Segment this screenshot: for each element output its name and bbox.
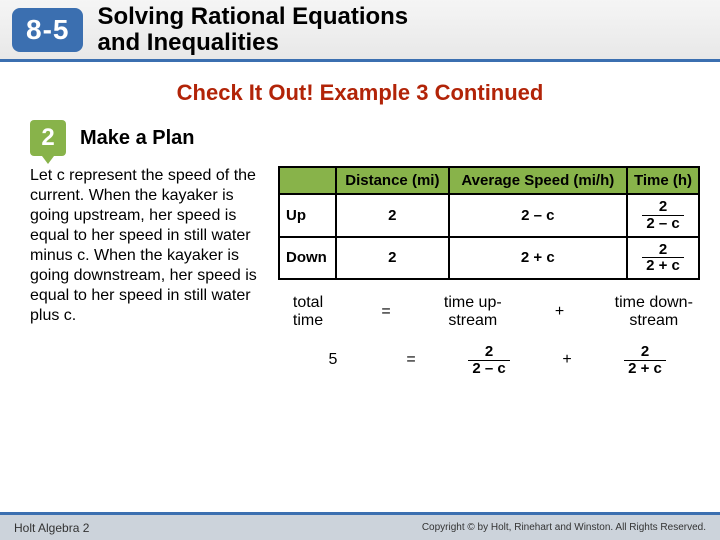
cell-dist: 2 xyxy=(336,237,449,280)
example-banner: Check It Out! Example 3 Continued xyxy=(0,80,720,106)
right-column: Distance (mi) Average Speed (mi/h) Time … xyxy=(278,166,700,377)
frac-num: 2 xyxy=(642,242,684,259)
footer-right: Copyright © by Holt, Rinehart and Winsto… xyxy=(422,522,706,533)
equals-sign: = xyxy=(356,303,416,321)
section-badge: 8-5 xyxy=(12,8,83,52)
row-label: Down xyxy=(279,237,336,280)
equation-words: total time = time up-stream + time down-… xyxy=(278,294,700,330)
eq-frac: 22 + c xyxy=(615,344,675,377)
header-bar: 8-5 Solving Rational Equations and Inequ… xyxy=(0,0,720,62)
step-label: Make a Plan xyxy=(80,127,195,150)
table-header-row: Distance (mi) Average Speed (mi/h) Time … xyxy=(279,167,699,194)
title-line2: and Inequalities xyxy=(97,29,278,56)
cell-dist: 2 xyxy=(336,194,449,237)
cell-speed: 2 – c xyxy=(449,194,627,237)
equation-numeric: 5 = 22 – c + 22 + c xyxy=(278,344,700,377)
frac-den: 2 + c xyxy=(642,258,684,274)
frac-den: 2 – c xyxy=(642,216,683,232)
frac-num: 2 xyxy=(624,344,666,361)
frac-num: 2 xyxy=(642,199,683,216)
page-title: Solving Rational Equations and Inequalit… xyxy=(97,4,408,54)
plus-sign: + xyxy=(537,351,597,369)
row-label: Up xyxy=(279,194,336,237)
cell-time: 22 + c xyxy=(627,237,699,280)
eq-term: time down-stream xyxy=(608,294,700,330)
th-time: Time (h) xyxy=(627,167,699,194)
footer: Holt Algebra 2 Copyright © by Holt, Rine… xyxy=(0,512,720,540)
th-blank xyxy=(279,167,336,194)
plus-sign: + xyxy=(530,303,590,321)
table-row: Down 2 2 + c 22 + c xyxy=(279,237,699,280)
th-speed: Average Speed (mi/h) xyxy=(449,167,627,194)
explanation-paragraph: Let c represent the speed of the current… xyxy=(30,166,270,377)
equals-sign: = xyxy=(381,351,441,369)
eq-frac: 22 – c xyxy=(459,344,519,377)
cell-speed: 2 + c xyxy=(449,237,627,280)
table-row: Up 2 2 – c 22 – c xyxy=(279,194,699,237)
th-distance: Distance (mi) xyxy=(336,167,449,194)
cell-time: 22 – c xyxy=(627,194,699,237)
frac-num: 2 xyxy=(468,344,509,361)
frac-den: 2 – c xyxy=(468,361,509,377)
footer-left: Holt Algebra 2 xyxy=(14,521,89,535)
step-number-badge: 2 xyxy=(30,120,66,156)
eq-lhs: 5 xyxy=(303,351,363,369)
eq-term: time up-stream xyxy=(434,294,512,330)
frac-den: 2 + c xyxy=(624,361,666,377)
data-table: Distance (mi) Average Speed (mi/h) Time … xyxy=(278,166,700,280)
step-row: 2 Make a Plan xyxy=(30,120,720,156)
eq-term: total time xyxy=(278,294,338,330)
title-line1: Solving Rational Equations xyxy=(97,3,408,30)
content: Let c represent the speed of the current… xyxy=(0,166,720,377)
